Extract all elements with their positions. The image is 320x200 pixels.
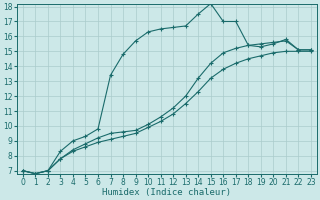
X-axis label: Humidex (Indice chaleur): Humidex (Indice chaleur) — [102, 188, 231, 197]
